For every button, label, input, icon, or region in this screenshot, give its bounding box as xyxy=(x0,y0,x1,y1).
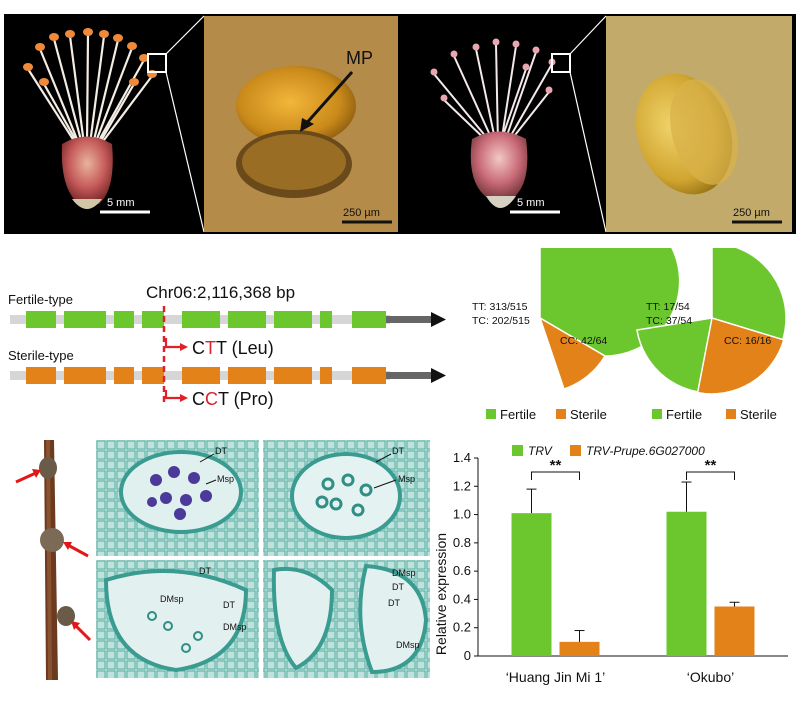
svg-text:DMsp: DMsp xyxy=(392,568,416,578)
scale-label-zoom-left: 250 µm xyxy=(343,207,380,219)
category-label: ‘Okubo’ xyxy=(687,669,734,685)
svg-text:Sterile: Sterile xyxy=(570,407,607,422)
histology-bottom-left: DT DMsp DT DMsp xyxy=(96,560,259,678)
bar-chart-legend: TRV TRV-Prupe.6G027000 xyxy=(512,444,705,458)
y-tick-label: 0.6 xyxy=(453,563,471,578)
codon-fertile: CTT (Leu) xyxy=(192,338,274,358)
histology-bottom-right: DMsp DT DT DMsp xyxy=(263,560,430,678)
category-label: ‘Huang Jin Mi 1’ xyxy=(506,669,606,685)
sterile-anther-zoom: 250 µm xyxy=(606,16,792,232)
svg-text:Msp: Msp xyxy=(217,474,234,484)
genotype-pie-charts: TT: 313/515 TC: 202/515 CC: 42/64 TT: 17… xyxy=(472,248,787,422)
bar xyxy=(559,641,600,656)
svg-text:Fertile: Fertile xyxy=(666,407,702,422)
flower-photo-panel: 5 mm MP 250 µm xyxy=(4,14,796,234)
sterile-flower: 5 mm xyxy=(430,15,607,233)
sterile-gene-model xyxy=(10,367,446,384)
codon-sterile: CCT (Pro) xyxy=(192,389,274,409)
pie1-tt-label: TT: 313/515 xyxy=(472,301,528,313)
bar-chart-marks: ** ‘Huang Jin Mi 1’ ** ‘Okubo’ xyxy=(506,457,755,685)
anther-histology-grid: DT Msp DT Msp DT DMsp DT DMsp DMsp DT DT… xyxy=(96,440,430,678)
svg-text:DT: DT xyxy=(392,446,404,456)
significance-bracket xyxy=(686,471,735,480)
pie1-sterile-slice xyxy=(538,316,607,390)
y-tick-label: 0.2 xyxy=(453,620,471,635)
sterile-type-label: Sterile-type xyxy=(8,348,74,363)
flower-photos-svg: 5 mm MP 250 µm xyxy=(23,15,792,233)
svg-text:DT: DT xyxy=(388,598,400,608)
fertile-anther-zoom: MP 250 µm xyxy=(204,16,398,232)
relative-expression-bar-chart: TRV TRV-Prupe.6G027000 0 0.2 0.4 0.6 0.8 1.0 1.… xyxy=(433,444,788,685)
y-tick-label: 1.0 xyxy=(453,507,471,522)
fertile-gene-model xyxy=(10,311,446,328)
histology-top-left: DT Msp xyxy=(96,440,259,556)
svg-text:DT: DT xyxy=(215,446,227,456)
bar xyxy=(714,606,755,656)
y-tick-label: 1.4 xyxy=(453,450,471,465)
legend-label: TRV xyxy=(528,444,553,458)
y-tick-label: 0.4 xyxy=(453,591,471,606)
y-tick-label: 0 xyxy=(464,648,471,663)
svg-text:DT: DT xyxy=(199,566,211,576)
significance-label: ** xyxy=(550,457,562,474)
pie-chart-2: TT: 17/54 TC: 37/54 CC: 16/16 xyxy=(636,248,787,395)
scale-label-flower-right: 5 mm xyxy=(517,197,545,209)
pie1-cc-label: CC: 42/64 xyxy=(560,335,607,347)
svg-text:DT: DT xyxy=(392,582,404,592)
pie-legend: Fertile Sterile Fertile Sterile xyxy=(486,407,777,422)
svg-text:DMsp: DMsp xyxy=(160,594,184,604)
gene-structure-diagram: Fertile-type Sterile-type Chr06:2,116,36… xyxy=(8,283,446,409)
histology-top-right: DT Msp xyxy=(263,440,430,556)
svg-text:Fertile: Fertile xyxy=(500,407,536,422)
pie2-tt-label: TT: 17/54 xyxy=(646,301,690,313)
mp-label: MP xyxy=(346,48,373,68)
y-tick-label: 0.8 xyxy=(453,535,471,550)
legend-label: TRV-Prupe.6G027000 xyxy=(586,444,705,458)
significance-bracket xyxy=(531,471,580,480)
branch-photo xyxy=(15,440,92,680)
pie2-cc-label: CC: 16/16 xyxy=(724,335,771,347)
significance-label: ** xyxy=(705,457,717,474)
svg-text:DMsp: DMsp xyxy=(396,640,420,650)
pie1-tc-label: TC: 202/515 xyxy=(472,315,530,327)
fertile-flower: 5 mm xyxy=(23,15,205,233)
y-tick-label: 1.2 xyxy=(453,478,471,493)
bar xyxy=(666,511,707,656)
legend-swatch xyxy=(512,445,523,456)
pie2-sterile-slice xyxy=(696,317,785,395)
svg-text:DMsp: DMsp xyxy=(223,622,247,632)
svg-text:DT: DT xyxy=(223,600,235,610)
fertile-type-label: Fertile-type xyxy=(8,292,73,307)
svg-text:Sterile: Sterile xyxy=(740,407,777,422)
legend-swatch xyxy=(570,445,581,456)
scale-label-zoom-right: 250 µm xyxy=(733,207,770,219)
svg-text:Msp: Msp xyxy=(398,474,415,484)
scale-label-flower-left: 5 mm xyxy=(107,197,135,209)
y-axis-label: Relative expression xyxy=(433,533,449,655)
locus-label: Chr06:2,116,368 bp xyxy=(146,283,295,302)
pie2-tc-label: TC: 37/54 xyxy=(646,315,692,327)
bar xyxy=(511,513,552,656)
